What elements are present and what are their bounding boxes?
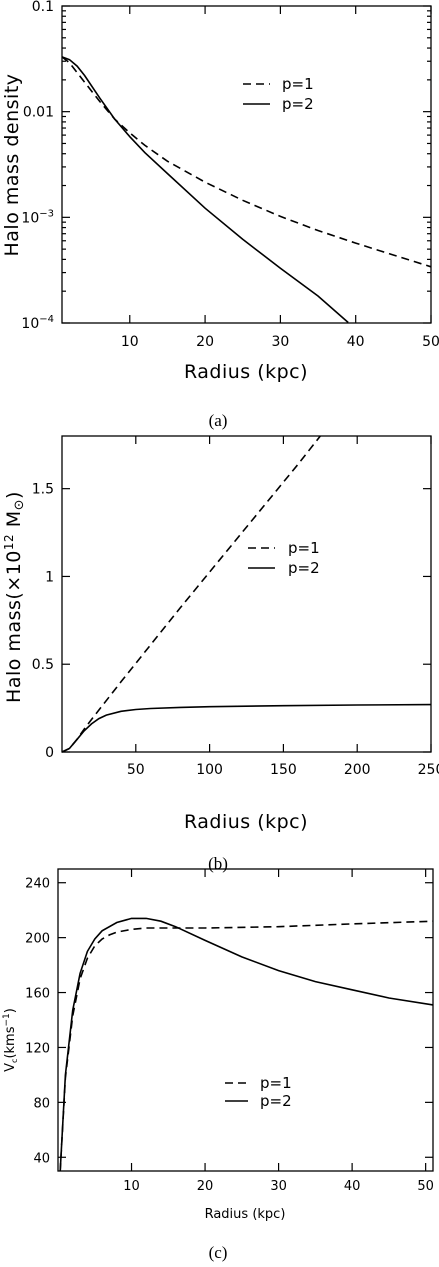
x-axis-label: Radius (kpc) — [205, 1207, 286, 1222]
legend: p=1p=2 — [225, 1074, 292, 1110]
x-tick-label: 30 — [270, 1179, 287, 1194]
legend-label: p=1 — [260, 1074, 292, 1092]
y-tick-label: 0 — [45, 745, 54, 761]
x-tick-label: 10 — [121, 334, 139, 350]
plot-frame — [57, 868, 434, 1172]
y-tick-label: 10−4 — [21, 314, 54, 332]
x-tick-label: 40 — [344, 1179, 361, 1194]
y-tick-label: 200 — [25, 932, 50, 947]
x-tick-label: 150 — [270, 762, 297, 778]
y-axis-label: Vc(kms−1) — [2, 1008, 19, 1072]
series-line-p=2 — [59, 917, 434, 1172]
x-tick-label: 50 — [127, 762, 145, 778]
legend-label: p=2 — [282, 95, 314, 113]
series-line-p=2 — [61, 703, 432, 753]
panel-caption: (a) — [209, 411, 228, 430]
y-tick-label: 0.01 — [23, 105, 54, 121]
legend-label: p=1 — [282, 75, 314, 93]
legend: p=1p=2 — [243, 75, 314, 113]
y-tick-label: 10−3 — [21, 208, 54, 226]
x-tick-label: 200 — [344, 762, 371, 778]
x-tick-label: 40 — [347, 334, 365, 350]
y-axis-label: Halo mass(×1012 M⊙) — [2, 491, 27, 703]
series-line-p=1 — [61, 435, 321, 753]
x-tick-label: 50 — [422, 334, 439, 350]
x-axis-label: Radius (kpc) — [184, 361, 308, 383]
y-axis-label: Halo mass density — [1, 73, 23, 256]
series-line-p=2 — [61, 56, 349, 324]
legend-label: p=2 — [260, 1092, 292, 1110]
x-axis-label: Radius (kpc) — [184, 811, 308, 833]
series-line-p=1 — [59, 920, 434, 1172]
plot-frame — [61, 5, 432, 324]
x-tick-label: 250 — [418, 762, 439, 778]
legend-label: p=2 — [288, 559, 320, 577]
x-tick-label: 20 — [196, 334, 214, 350]
legend-label: p=1 — [288, 539, 320, 557]
y-tick-label: 0.5 — [32, 657, 54, 673]
plot-frame — [61, 435, 432, 753]
y-tick-label: 80 — [33, 1096, 50, 1111]
y-tick-label: 0.1 — [32, 0, 54, 15]
x-tick-label: 100 — [196, 762, 223, 778]
panel-caption: (c) — [209, 1243, 228, 1262]
chart-panel-c: 10 20 30 40 50 40 80 120 160 200 240 p=1p=2 Radius (… — [2, 868, 434, 1262]
x-tick-label: 30 — [271, 334, 289, 350]
y-tick-label: 160 — [25, 987, 50, 1002]
y-tick-label: 120 — [25, 1041, 50, 1056]
y-tick-label: 240 — [25, 877, 50, 892]
legend: p=1p=2 — [248, 539, 320, 577]
series-line-p=1 — [61, 56, 432, 268]
x-tick-label: 10 — [123, 1179, 140, 1194]
y-tick-label: 40 — [33, 1151, 50, 1166]
x-tick-label: 20 — [197, 1179, 214, 1194]
y-tick-label: 1.5 — [32, 482, 54, 498]
y-tick-label: 1 — [45, 569, 54, 585]
panel-caption: (b) — [208, 854, 228, 873]
x-tick-label: 50 — [417, 1179, 434, 1194]
